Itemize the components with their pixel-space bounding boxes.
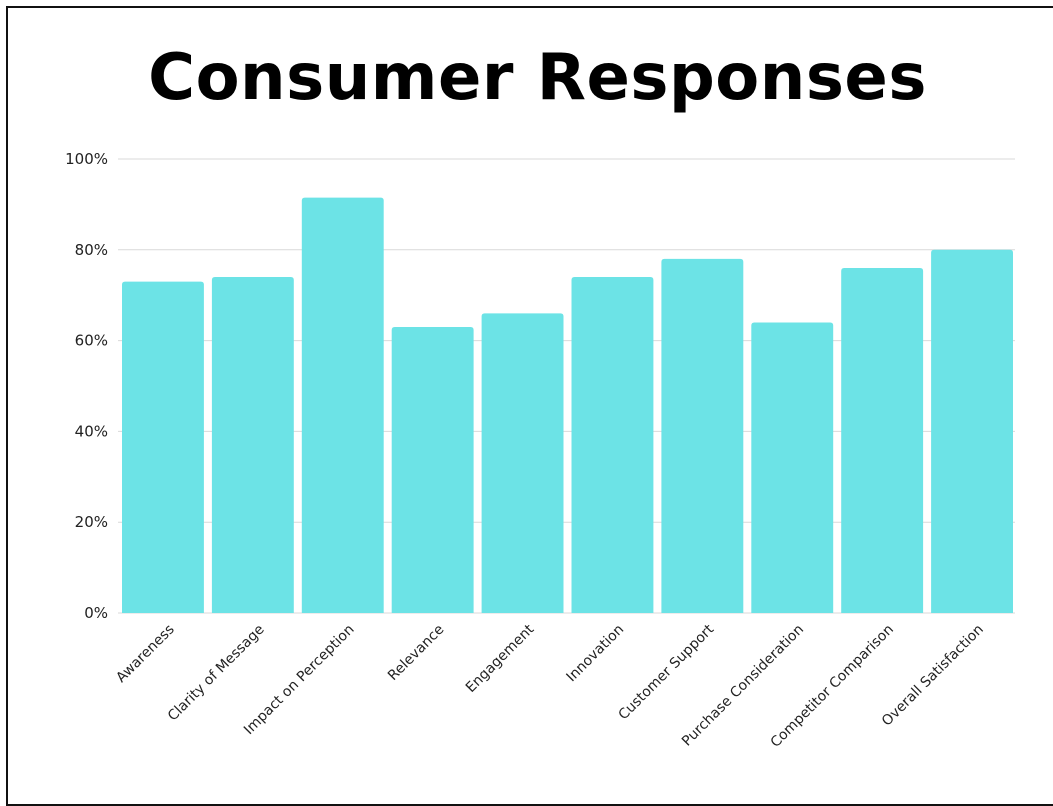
bar xyxy=(751,322,834,613)
x-category-label: Innovation xyxy=(564,622,628,686)
y-tick-label: 20% xyxy=(75,513,108,531)
bar xyxy=(571,277,654,613)
y-tick-label: 0% xyxy=(84,604,108,622)
y-tick-label: 100% xyxy=(65,150,108,168)
y-tick-label: 60% xyxy=(75,332,108,350)
bar xyxy=(391,326,474,613)
bars xyxy=(122,197,1013,614)
chart-title: Consumer Responses xyxy=(148,41,927,115)
bar xyxy=(931,249,1013,614)
x-category-label: Clarity of Message xyxy=(165,622,268,725)
bar xyxy=(211,277,294,613)
y-tick-label: 80% xyxy=(75,241,108,259)
bar xyxy=(122,281,204,613)
bar xyxy=(481,313,564,613)
y-axis-tick-labels: 0% 20% 40% 60% 80% 100% xyxy=(65,150,108,622)
bar xyxy=(661,258,744,613)
bar xyxy=(841,267,924,613)
x-category-label: Customer Support xyxy=(615,621,717,723)
x-category-label: Engagement xyxy=(463,621,538,696)
x-category-label: Awareness xyxy=(113,622,177,686)
x-category-label: Relevance xyxy=(385,622,447,684)
bar xyxy=(301,197,384,613)
x-category-label: Overall Satisfaction xyxy=(879,622,987,730)
y-tick-label: 40% xyxy=(75,422,108,440)
